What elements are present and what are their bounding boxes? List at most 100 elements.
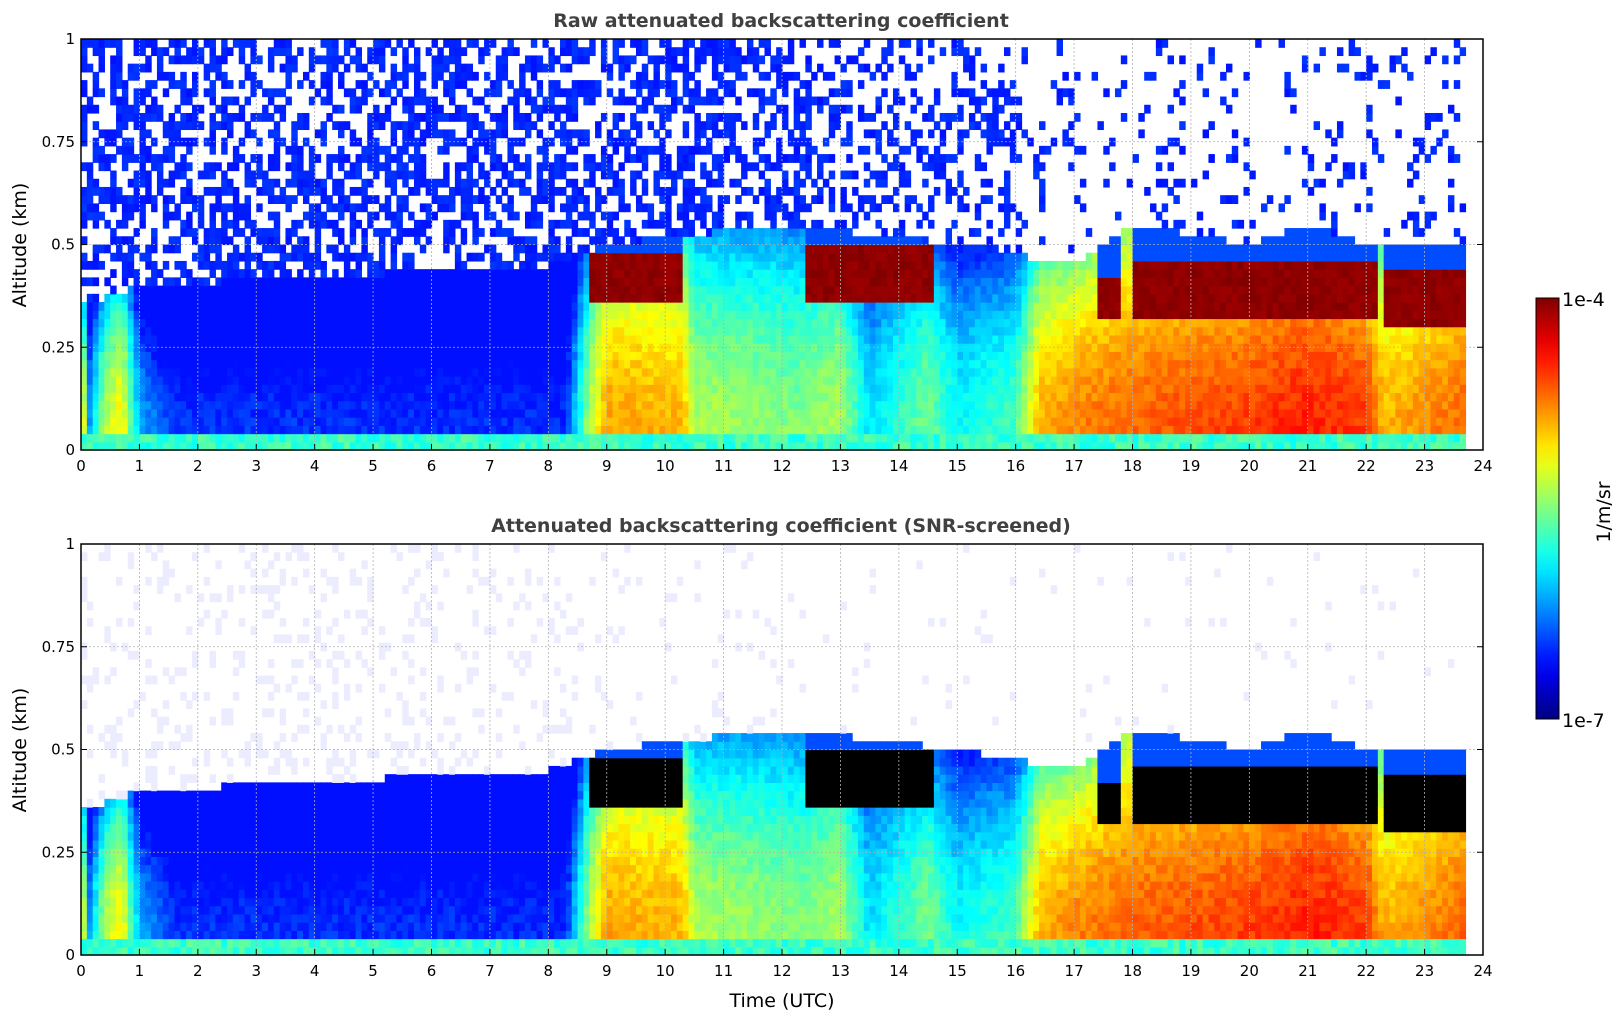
heatmap-cell	[321, 318, 327, 327]
heatmap-cell	[174, 409, 180, 418]
heatmap-cell	[139, 327, 145, 336]
heatmap-cell	[186, 220, 192, 229]
heatmap-cell	[437, 269, 443, 278]
heatmap-cell	[338, 72, 344, 81]
heatmap-cell	[239, 212, 245, 221]
heatmap-cell	[344, 154, 350, 163]
heatmap-cell	[210, 113, 216, 122]
heatmap-cell	[379, 121, 385, 130]
heatmap-cell	[221, 392, 227, 401]
heatmap-cell	[93, 360, 99, 369]
heatmap-cell	[391, 401, 397, 410]
heatmap-cell	[408, 286, 414, 295]
heatmap-cell	[145, 245, 151, 254]
heatmap-cell	[221, 401, 227, 410]
heatmap-cell	[81, 195, 87, 204]
heatmap-cell	[157, 47, 163, 56]
heatmap-cell	[93, 294, 99, 303]
heatmap-cell	[414, 310, 420, 319]
heatmap-cell	[81, 417, 87, 426]
heatmap-cell	[233, 195, 239, 204]
heatmap-cell	[280, 187, 286, 196]
heatmap-cell	[215, 360, 221, 369]
heatmap-cell	[361, 286, 367, 295]
heatmap-cell	[122, 97, 128, 106]
heatmap-cell	[326, 335, 332, 344]
heatmap-cell	[373, 286, 379, 295]
heatmap-cell	[391, 187, 397, 196]
heatmap-cell	[461, 327, 467, 336]
heatmap-cell	[297, 286, 303, 295]
heatmap-cell	[227, 384, 233, 393]
heatmap-cell	[443, 245, 449, 254]
heatmap-cell	[151, 236, 157, 245]
heatmap-cell	[268, 64, 274, 73]
heatmap-cell	[221, 327, 227, 336]
heatmap-cell	[104, 129, 110, 138]
heatmap-cell	[110, 376, 116, 385]
heatmap-cell	[210, 425, 216, 434]
heatmap-cell	[432, 269, 438, 278]
heatmap-cell	[350, 302, 356, 311]
heatmap-cell	[110, 203, 116, 212]
heatmap-cell	[326, 220, 332, 229]
heatmap-cell	[285, 195, 291, 204]
heatmap-cell	[87, 97, 93, 106]
heatmap-cell	[239, 401, 245, 410]
heatmap-cell	[291, 310, 297, 319]
heatmap-cell	[245, 392, 251, 401]
heatmap-cell	[163, 302, 169, 311]
heatmap-cell	[344, 88, 350, 97]
heatmap-cell	[344, 434, 350, 443]
heatmap-cell	[285, 302, 291, 311]
heatmap-cell	[344, 253, 350, 262]
heatmap-cell	[274, 335, 280, 344]
heatmap-cell	[163, 179, 169, 188]
heatmap-cell	[391, 335, 397, 344]
heatmap-cell	[472, 236, 478, 245]
heatmap-cell	[268, 245, 274, 254]
heatmap-cell	[268, 401, 274, 410]
heatmap-cell	[198, 425, 204, 434]
heatmap-cell	[361, 310, 367, 319]
heatmap-cell	[268, 302, 274, 311]
heatmap-cell	[204, 351, 210, 360]
heatmap-cell	[145, 401, 151, 410]
heatmap-cell	[303, 171, 309, 180]
heatmap-cell	[285, 269, 291, 278]
heatmap-cell	[180, 425, 186, 434]
heatmap-cell	[274, 220, 280, 229]
heatmap-cell	[87, 212, 93, 221]
heatmap-cell	[472, 154, 478, 163]
heatmap-cell	[361, 253, 367, 262]
heatmap-cell	[221, 368, 227, 377]
heatmap-cell	[104, 384, 110, 393]
heatmap-cell	[99, 384, 105, 393]
heatmap-cell	[116, 105, 122, 114]
heatmap-cell	[268, 261, 274, 270]
heatmap-cell	[350, 318, 356, 327]
heatmap-cell	[198, 392, 204, 401]
heatmap-cell	[315, 335, 321, 344]
heatmap-cell	[338, 318, 344, 327]
heatmap-cell	[379, 245, 385, 254]
heatmap-cell	[408, 105, 414, 114]
heatmap-cell	[338, 228, 344, 237]
heatmap-cell	[221, 269, 227, 278]
heatmap-cell	[361, 80, 367, 89]
heatmap-cell	[104, 302, 110, 311]
heatmap-cell	[408, 294, 414, 303]
heatmap-cell	[274, 294, 280, 303]
heatmap-cell	[268, 236, 274, 245]
heatmap-cell	[379, 360, 385, 369]
heatmap-cell	[432, 425, 438, 434]
heatmap-cell	[239, 409, 245, 418]
heatmap-cell	[93, 179, 99, 188]
heatmap-cell	[291, 384, 297, 393]
heatmap-cell	[151, 245, 157, 254]
heatmap-cell	[321, 286, 327, 295]
heatmap-cell	[139, 171, 145, 180]
heatmap-cell	[93, 318, 99, 327]
heatmap-cell	[174, 392, 180, 401]
heatmap-cell	[420, 277, 426, 286]
